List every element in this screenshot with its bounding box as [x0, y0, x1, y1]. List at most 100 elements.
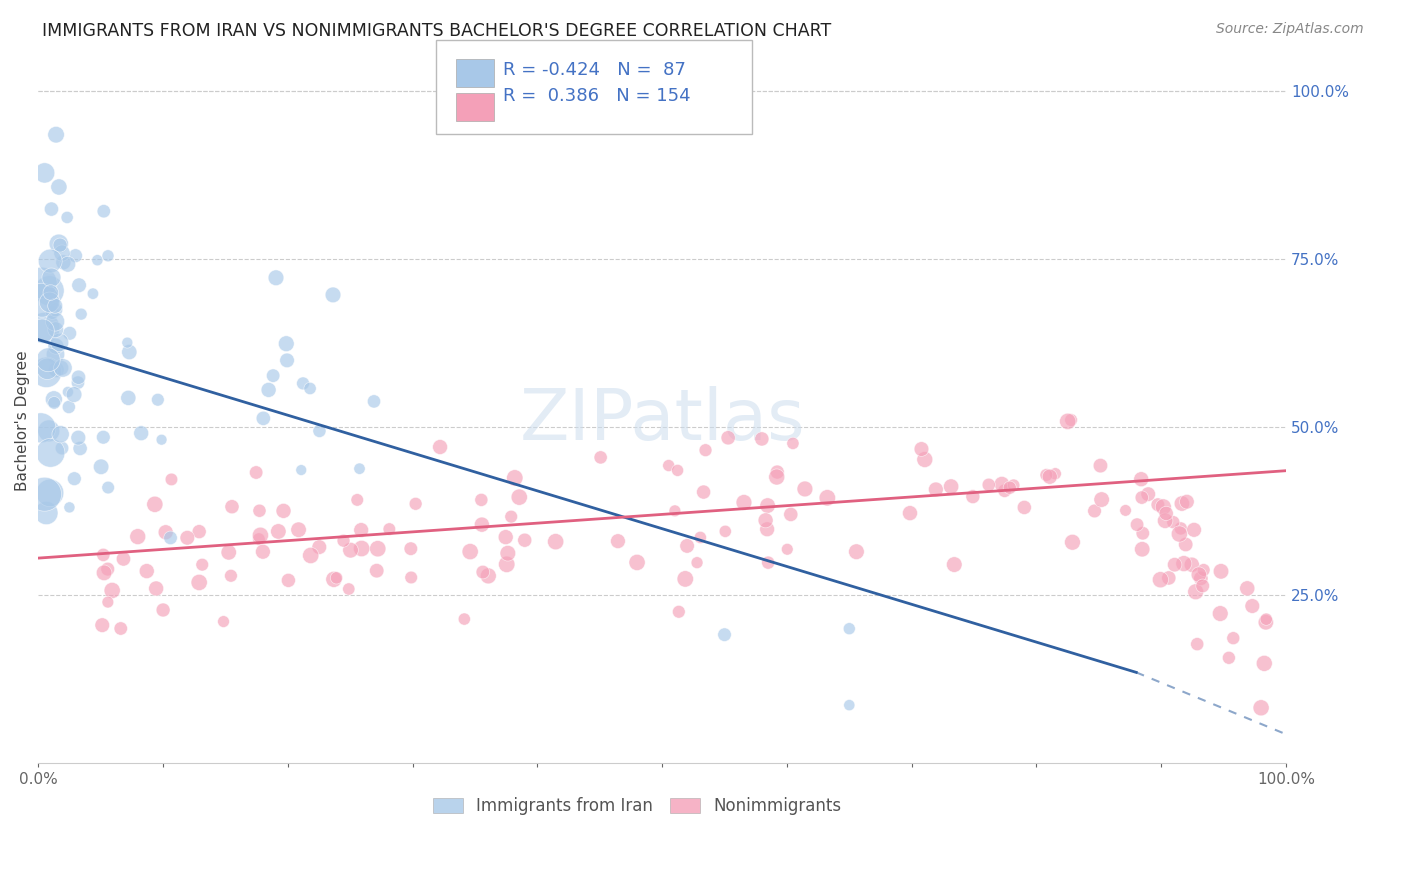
Point	[38, 424, 60, 438]
Point	[30, 421, 52, 435]
Point	[607, 534, 630, 549]
Point	[776, 542, 799, 557]
Point	[58, 400, 80, 414]
Point	[44, 314, 66, 328]
Point	[252, 411, 274, 425]
Point	[1014, 500, 1036, 515]
Point	[58, 500, 80, 515]
Point	[513, 533, 536, 548]
Point	[1222, 631, 1244, 645]
Point	[129, 426, 152, 441]
Point	[503, 471, 526, 485]
Point	[1184, 584, 1206, 599]
Point	[508, 490, 530, 504]
Point	[1060, 413, 1083, 427]
Point	[756, 556, 779, 570]
Point	[117, 335, 139, 350]
Point	[49, 427, 72, 442]
Point	[44, 347, 66, 361]
Point	[779, 508, 801, 522]
Point	[49, 238, 72, 252]
Point	[37, 352, 59, 367]
Point	[782, 436, 804, 450]
Point	[70, 307, 93, 321]
Point	[366, 564, 388, 578]
Point	[276, 336, 298, 351]
Point	[262, 368, 284, 383]
Point	[470, 492, 492, 507]
Point	[1152, 500, 1174, 514]
Point	[1039, 469, 1062, 483]
Point	[48, 236, 70, 251]
Point	[1182, 523, 1205, 537]
Point	[212, 615, 235, 629]
Point	[38, 284, 60, 298]
Point	[1090, 458, 1112, 473]
Point	[267, 524, 290, 539]
Point	[91, 430, 114, 444]
Point	[713, 628, 735, 642]
Point	[626, 556, 648, 570]
Point	[308, 540, 330, 554]
Point	[67, 278, 90, 293]
Point	[495, 530, 517, 544]
Point	[159, 531, 181, 545]
Point	[815, 491, 838, 505]
Point	[264, 270, 287, 285]
Point	[994, 483, 1017, 498]
Point	[378, 522, 401, 536]
Point	[1170, 521, 1192, 535]
Point	[97, 249, 120, 263]
Point	[471, 565, 494, 579]
Point	[252, 545, 274, 559]
Point	[97, 481, 120, 495]
Point	[292, 376, 315, 391]
Point	[1175, 494, 1198, 508]
Point	[838, 698, 860, 713]
Point	[658, 458, 681, 473]
Point	[495, 558, 517, 572]
Point	[733, 495, 755, 509]
Point	[399, 541, 422, 556]
Point	[160, 472, 183, 486]
Point	[1241, 599, 1264, 613]
Point	[1173, 557, 1195, 571]
Point	[45, 363, 67, 377]
Point	[477, 569, 499, 583]
Point	[1154, 507, 1177, 521]
Point	[35, 506, 58, 520]
Point	[692, 485, 714, 500]
Point	[110, 622, 132, 636]
Point	[325, 571, 347, 585]
Point	[1171, 496, 1194, 510]
Point	[52, 255, 75, 269]
Point	[453, 612, 475, 626]
Point	[34, 321, 56, 335]
Point	[755, 513, 778, 527]
Point	[97, 562, 120, 576]
Point	[1083, 504, 1105, 518]
Point	[127, 530, 149, 544]
Point	[1062, 535, 1084, 549]
Point	[756, 499, 779, 513]
Point	[30, 276, 52, 290]
Point	[363, 394, 385, 409]
Point	[31, 324, 53, 338]
Point	[458, 544, 481, 558]
Point	[1209, 564, 1232, 578]
Point	[1157, 571, 1180, 585]
Point	[59, 326, 82, 341]
Point	[668, 605, 690, 619]
Point	[97, 595, 120, 609]
Point	[322, 572, 344, 586]
Point	[247, 532, 270, 546]
Point	[405, 497, 427, 511]
Point	[218, 545, 240, 559]
Point	[686, 556, 709, 570]
Point	[221, 500, 243, 514]
Text: ZIPatlas: ZIPatlas	[519, 385, 806, 455]
Point	[1132, 526, 1154, 541]
Point	[152, 603, 174, 617]
Point	[1147, 498, 1170, 512]
Point	[765, 470, 787, 484]
